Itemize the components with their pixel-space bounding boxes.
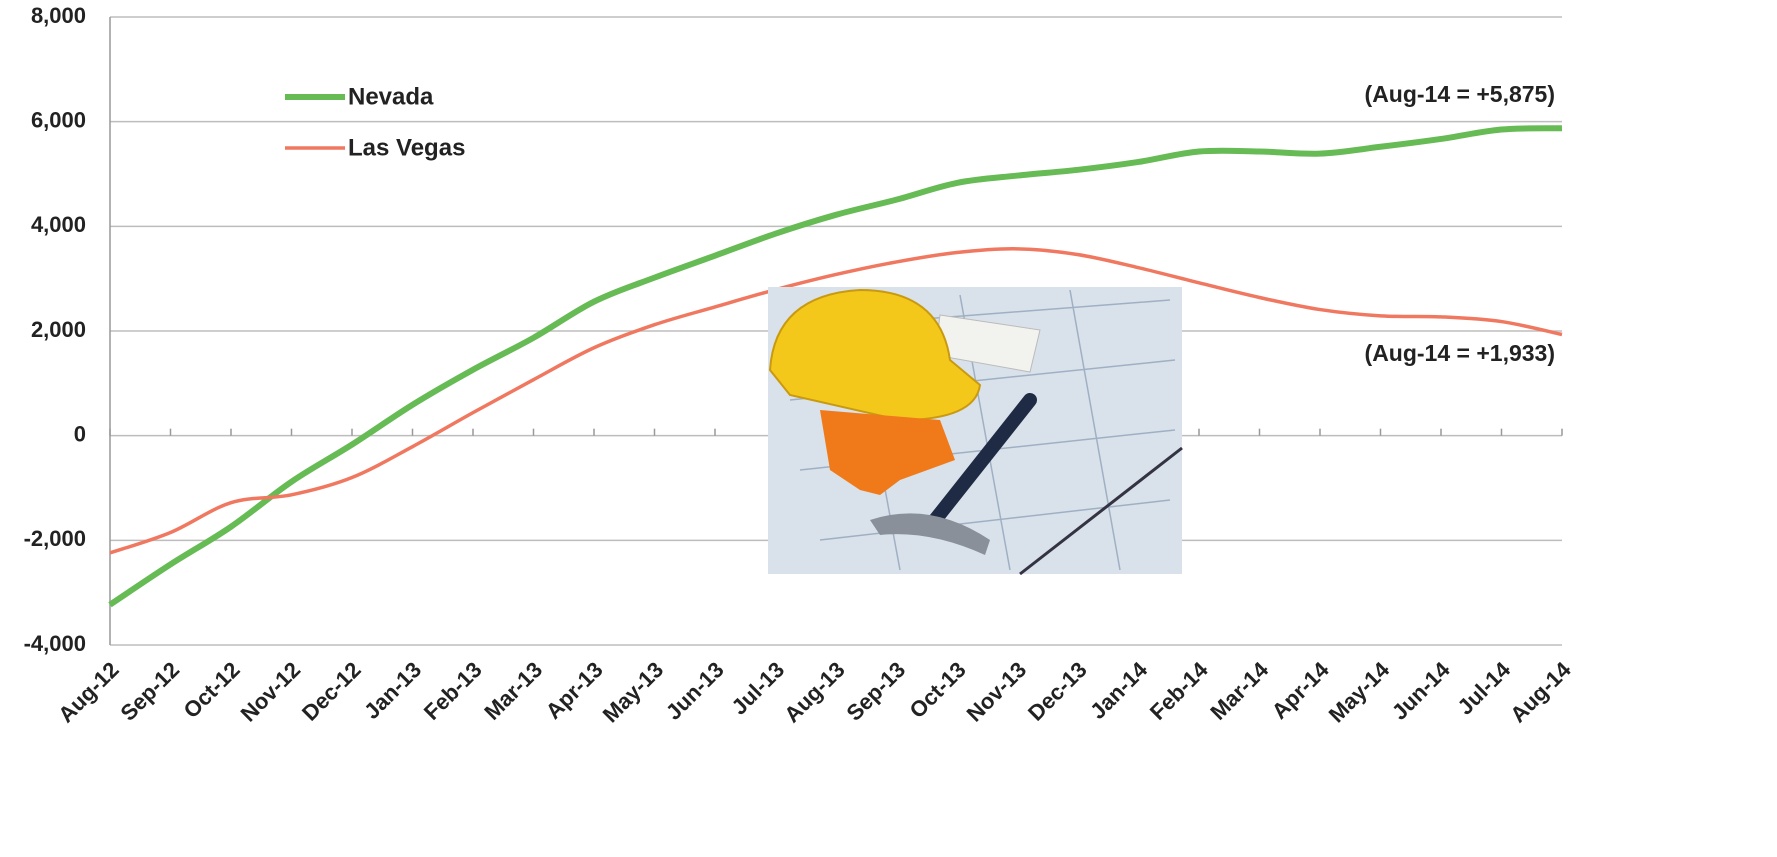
x-tick-label: Jan-13 (359, 657, 426, 724)
x-tick-label: Sep-13 (841, 657, 910, 726)
x-tick-label: Dec-13 (1023, 657, 1092, 726)
y-tick-label: -4,000 (24, 631, 86, 656)
y-tick-label: 6,000 (31, 107, 86, 132)
y-tick-label: 4,000 (31, 212, 86, 237)
y-tick-label: 2,000 (31, 317, 86, 342)
x-tick-label: Sep-12 (115, 657, 184, 726)
x-tick-label: Dec-12 (297, 657, 366, 726)
chart: (Aug-14 = +5,875) (Aug-14 = +1,933) -4,0… (0, 0, 1777, 857)
x-tick-label: Mar-14 (1205, 656, 1273, 724)
y-tick-label: 0 (74, 421, 86, 446)
annotation: (Aug-14 = +5,875) (1365, 81, 1555, 107)
x-tick-label: Oct-12 (179, 657, 245, 723)
x-tick-label: Aug-13 (779, 657, 849, 727)
x-tick-label: May-13 (598, 657, 668, 727)
x-tick-label: Mar-13 (479, 657, 547, 725)
y-tick-label: 8,000 (31, 3, 86, 28)
x-tick-label: Nov-13 (962, 657, 1032, 727)
x-tick-label: Nov-12 (236, 657, 306, 727)
legend-label: Nevada (348, 83, 434, 110)
x-tick-label: Feb-14 (1145, 656, 1213, 724)
x-tick-label: Jun-14 (1387, 656, 1455, 724)
annotation: (Aug-14 = +1,933) (1365, 340, 1555, 366)
x-tick-label: Apr-14 (1267, 656, 1334, 723)
x-tick-label: Feb-13 (419, 657, 487, 725)
x-tick-label: Oct-13 (905, 657, 971, 723)
x-tick-label: Aug-12 (53, 657, 123, 727)
x-tick-label: Jun-13 (661, 657, 729, 725)
x-tick-label: Jan-14 (1085, 656, 1153, 724)
construction-photo (768, 287, 1182, 574)
legend-label: Las Vegas (348, 134, 465, 161)
x-tick-label: Apr-13 (541, 657, 608, 724)
y-tick-label: -2,000 (24, 526, 86, 551)
x-tick-label: May-14 (1324, 656, 1395, 727)
x-tick-label: Aug-14 (1505, 656, 1576, 727)
